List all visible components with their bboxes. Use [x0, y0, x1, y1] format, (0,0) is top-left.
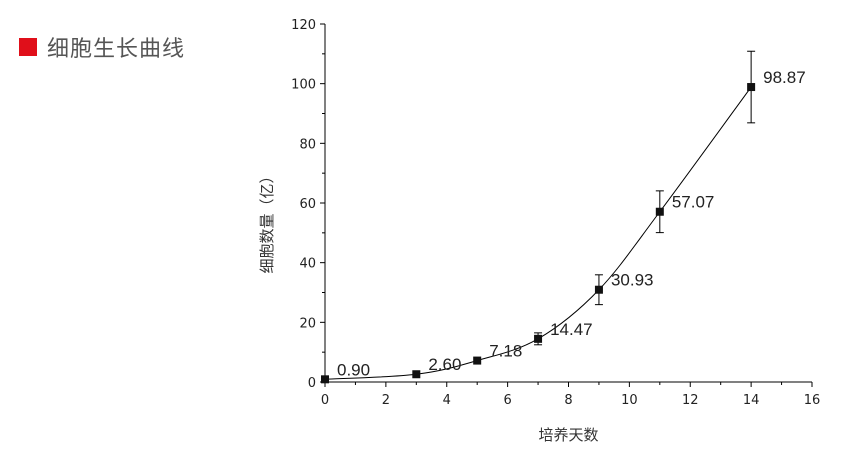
x-tick-label: 10: [621, 393, 638, 408]
x-tick-label: 14: [743, 393, 760, 408]
data-label: 57.07: [672, 193, 715, 212]
y-axis-label: 细胞数量（亿）: [258, 168, 276, 273]
y-tick-label: 80: [299, 137, 316, 152]
red-square-icon: [19, 38, 37, 56]
x-axis-label: 培养天数: [538, 426, 598, 444]
y-tick-label: 40: [299, 257, 316, 272]
data-point: [747, 83, 756, 92]
section-title: 细胞生长曲线: [47, 37, 186, 62]
data-points-layer: 0.90 2.60 7.18 14.47 30.93 57.07 98.87: [321, 50, 806, 384]
x-tick-label: 2: [382, 393, 390, 408]
data-label: 30.93: [611, 271, 654, 290]
data-label: 14.47: [550, 320, 593, 339]
data-point: [594, 285, 603, 294]
section-header: 细胞生长曲线: [19, 33, 186, 62]
y-tick-label: 120: [291, 18, 316, 33]
data-label: 2.60: [428, 355, 461, 374]
chart-axes: 0 2 4 6 8 10 12 14 16 0 20 40 60 80 100 120: [291, 18, 820, 408]
data-label: 7.18: [489, 342, 522, 361]
y-tick-label: 100: [291, 78, 316, 93]
y-tick-label: 20: [299, 316, 316, 331]
data-point: [412, 370, 421, 379]
data-point: [655, 207, 664, 216]
data-label: 0.90: [337, 360, 370, 379]
x-tick-label: 0: [321, 393, 329, 408]
y-tick-label: 60: [299, 197, 316, 212]
x-tick-label: 4: [443, 393, 451, 408]
x-tick-label: 8: [564, 393, 572, 408]
data-point: [473, 356, 482, 365]
x-tick-label: 12: [682, 393, 699, 408]
y-tick-label: 0: [308, 376, 316, 391]
x-tick-label: 16: [804, 393, 821, 408]
data-point: [534, 334, 543, 343]
x-tick-label: 6: [503, 393, 511, 408]
data-point: [321, 375, 329, 384]
data-label: 98.87: [763, 68, 806, 87]
